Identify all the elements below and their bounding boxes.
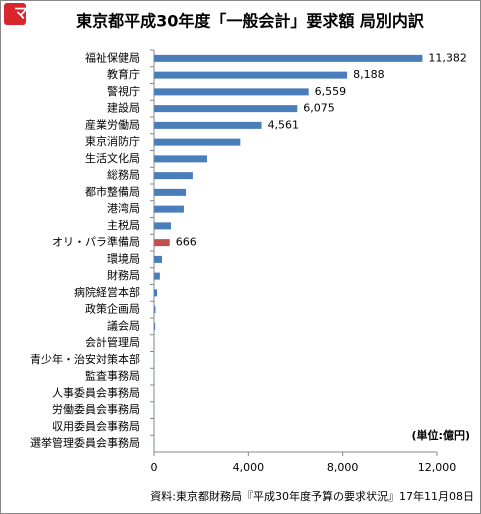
y-tick-label: 生活文化局 <box>85 151 140 165</box>
bar <box>154 239 170 247</box>
bar <box>154 105 298 113</box>
bar <box>154 172 193 180</box>
y-tick-label: 警視庁 <box>107 84 140 98</box>
y-tick-label: 政策企画局 <box>85 302 140 316</box>
bar <box>154 272 160 280</box>
logo-badge <box>4 3 26 25</box>
bar <box>154 222 171 230</box>
y-tick-label: 主税局 <box>107 218 140 232</box>
y-tick-label: 財務局 <box>107 268 140 282</box>
y-tick-label: 議会局 <box>107 318 140 332</box>
bar <box>154 188 187 196</box>
y-tick-label: オリ・パラ準備局 <box>52 235 140 249</box>
data-label: 8,188 <box>353 68 385 81</box>
y-tick-label: 港湾局 <box>107 201 140 215</box>
bar <box>154 88 309 96</box>
bar <box>154 121 262 129</box>
y-tick-label: 病院経営本部 <box>74 285 140 299</box>
bar <box>154 306 156 314</box>
y-tick-label: 教育庁 <box>107 67 140 81</box>
y-tick-label: 選挙管理委員会事務局 <box>30 436 140 450</box>
y-tick-label: 東京消防庁 <box>85 134 140 148</box>
bar <box>154 255 163 263</box>
y-tick-label: 人事委員会事務局 <box>52 385 140 399</box>
bar <box>154 54 423 62</box>
data-label: 666 <box>176 236 197 249</box>
bar <box>154 71 348 79</box>
source-note: 資料:東京都財務局『平成30年度予算の要求状況』17年11月08日 <box>150 489 474 503</box>
y-tick-label: 都市整備局 <box>85 184 140 198</box>
bar <box>154 155 208 163</box>
bar <box>154 289 158 297</box>
bar <box>154 205 184 213</box>
data-label: 4,561 <box>268 118 300 131</box>
y-tick-label: 労働委員会事務局 <box>52 402 140 416</box>
data-label: 6,559 <box>315 85 347 98</box>
x-tick-label: 8,000 <box>327 461 359 474</box>
y-tick-label: 監査事務局 <box>85 369 140 383</box>
logo: マ! <box>14 6 34 22</box>
bar <box>154 322 156 330</box>
data-label: 11,382 <box>428 51 467 64</box>
y-tick-label: 産業労働局 <box>85 117 140 131</box>
x-tick-label: 0 <box>151 461 158 474</box>
chart-title: 東京都平成30年度「一般会計」要求額 局別内訳 <box>76 12 425 31</box>
y-tick-label: 環境局 <box>107 251 140 265</box>
y-tick-label: 総務局 <box>107 168 140 182</box>
data-label: 6,075 <box>303 102 335 115</box>
y-tick-label: 福祉保健局 <box>85 50 140 64</box>
bar <box>154 138 241 146</box>
y-tick-label: 収用委員会事務局 <box>52 419 140 433</box>
x-tick-label: 4,000 <box>233 461 265 474</box>
x-tick-label: 12,000 <box>418 461 457 474</box>
y-tick-label: 建設局 <box>107 101 140 115</box>
unit-note: (単位:億円) <box>412 428 470 442</box>
y-tick-label: 会計管理局 <box>85 335 140 349</box>
y-tick-label: 青少年・治安対策本部 <box>30 352 140 366</box>
